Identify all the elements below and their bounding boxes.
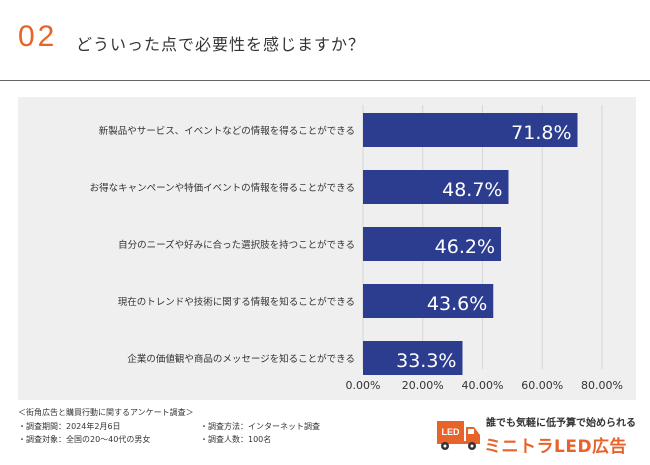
survey-notes: ＜街角広告と購買行動に関するアンケート調査＞ ・調査期間：2024年2月6日 ・…: [0, 403, 650, 465]
survey-target: ・調査対象：全国の20～40代の男女: [18, 435, 151, 444]
bar-value-label: 43.6%: [427, 293, 487, 315]
bar-value-label: 46.2%: [435, 236, 495, 258]
category-label: 現在のトレンドや技術に関する情報を知ることができる: [118, 296, 355, 308]
bar-value-label: 71.8%: [511, 122, 571, 144]
survey-method: ・調査方法：インターネット調査: [200, 422, 320, 431]
bar-chart: 0.00% 20.00% 40.00% 60.00% 80.00% 71.8% 新製品やサー…: [90, 105, 623, 392]
x-tick-label: 60.00%: [521, 379, 563, 392]
category-label: お得なキャンペーンや特価イベントの情報を得ることができる: [90, 182, 355, 194]
bar: [363, 284, 494, 318]
header-divider: [0, 80, 650, 81]
bar: [363, 227, 502, 261]
logo-name: ミニトラLED広告: [484, 437, 628, 457]
brand-logo: LED 誰でも気軽に低予算で始められる ミニトラLED広告: [436, 410, 636, 460]
truck-icon: LED: [437, 421, 480, 450]
category-label: 企業の価値観や商品のメッセージを知ることができる: [127, 353, 355, 365]
category-label: 自分のニーズや好みに合った選択肢を持つことができる: [118, 239, 355, 251]
bar-value-label: 33.3%: [396, 350, 456, 372]
logo-badge: LED: [442, 427, 461, 437]
bar-value-label: 48.7%: [442, 179, 502, 201]
bar: [363, 170, 509, 204]
question-number: 02: [18, 20, 58, 53]
logo-tagline: 誰でも気軽に低予算で始められる: [486, 418, 636, 429]
x-tick-label: 20.00%: [402, 379, 444, 392]
bar: [363, 341, 463, 375]
header: 02 どういった点で必要性を感じますか？: [0, 0, 650, 80]
survey-count: ・調査人数：100名: [200, 435, 272, 444]
x-tick-label: 80.00%: [581, 379, 623, 392]
question-title: どういった点で必要性を感じますか？: [76, 35, 366, 54]
category-label: 新製品やサービス、イベントなどの情報を得ることができる: [99, 125, 355, 137]
chart-panel: 0.00% 20.00% 40.00% 60.00% 80.00% 71.8% 新製品やサー…: [18, 97, 636, 400]
survey-name: ＜街角広告と購買行動に関するアンケート調査＞: [18, 408, 194, 417]
survey-date: ・調査期間：2024年2月6日: [18, 422, 121, 431]
x-tick-label: 40.00%: [462, 379, 504, 392]
x-tick-label: 0.00%: [346, 379, 381, 392]
bar: [363, 113, 578, 147]
